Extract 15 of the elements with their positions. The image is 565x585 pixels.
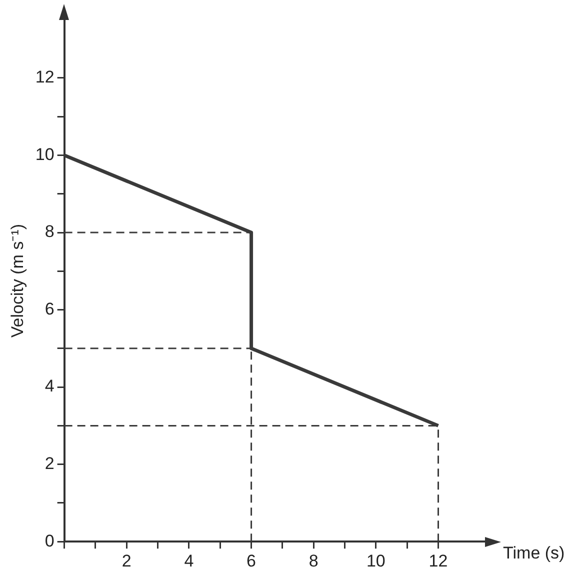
x-tick-label: 2 xyxy=(122,551,132,570)
x-tick-label: 10 xyxy=(366,551,386,570)
y-tick-label: 4 xyxy=(44,376,54,396)
x-tick-label: 6 xyxy=(246,551,256,570)
x-axis-title: Time (s) xyxy=(503,543,565,562)
y-tick-label: 6 xyxy=(44,299,54,318)
x-tick-label: 4 xyxy=(184,551,194,570)
y-tick-label: 8 xyxy=(44,222,54,242)
y-tick-label: 12 xyxy=(35,68,54,87)
y-tick-label: 10 xyxy=(35,144,54,164)
x-tick-label: 8 xyxy=(308,551,318,570)
y-tick-label: 0 xyxy=(44,531,54,550)
y-axis-title: Velocity (m s⁻¹) xyxy=(8,224,27,338)
x-tick-label: 12 xyxy=(428,551,448,570)
y-tick-label: 2 xyxy=(44,454,54,474)
